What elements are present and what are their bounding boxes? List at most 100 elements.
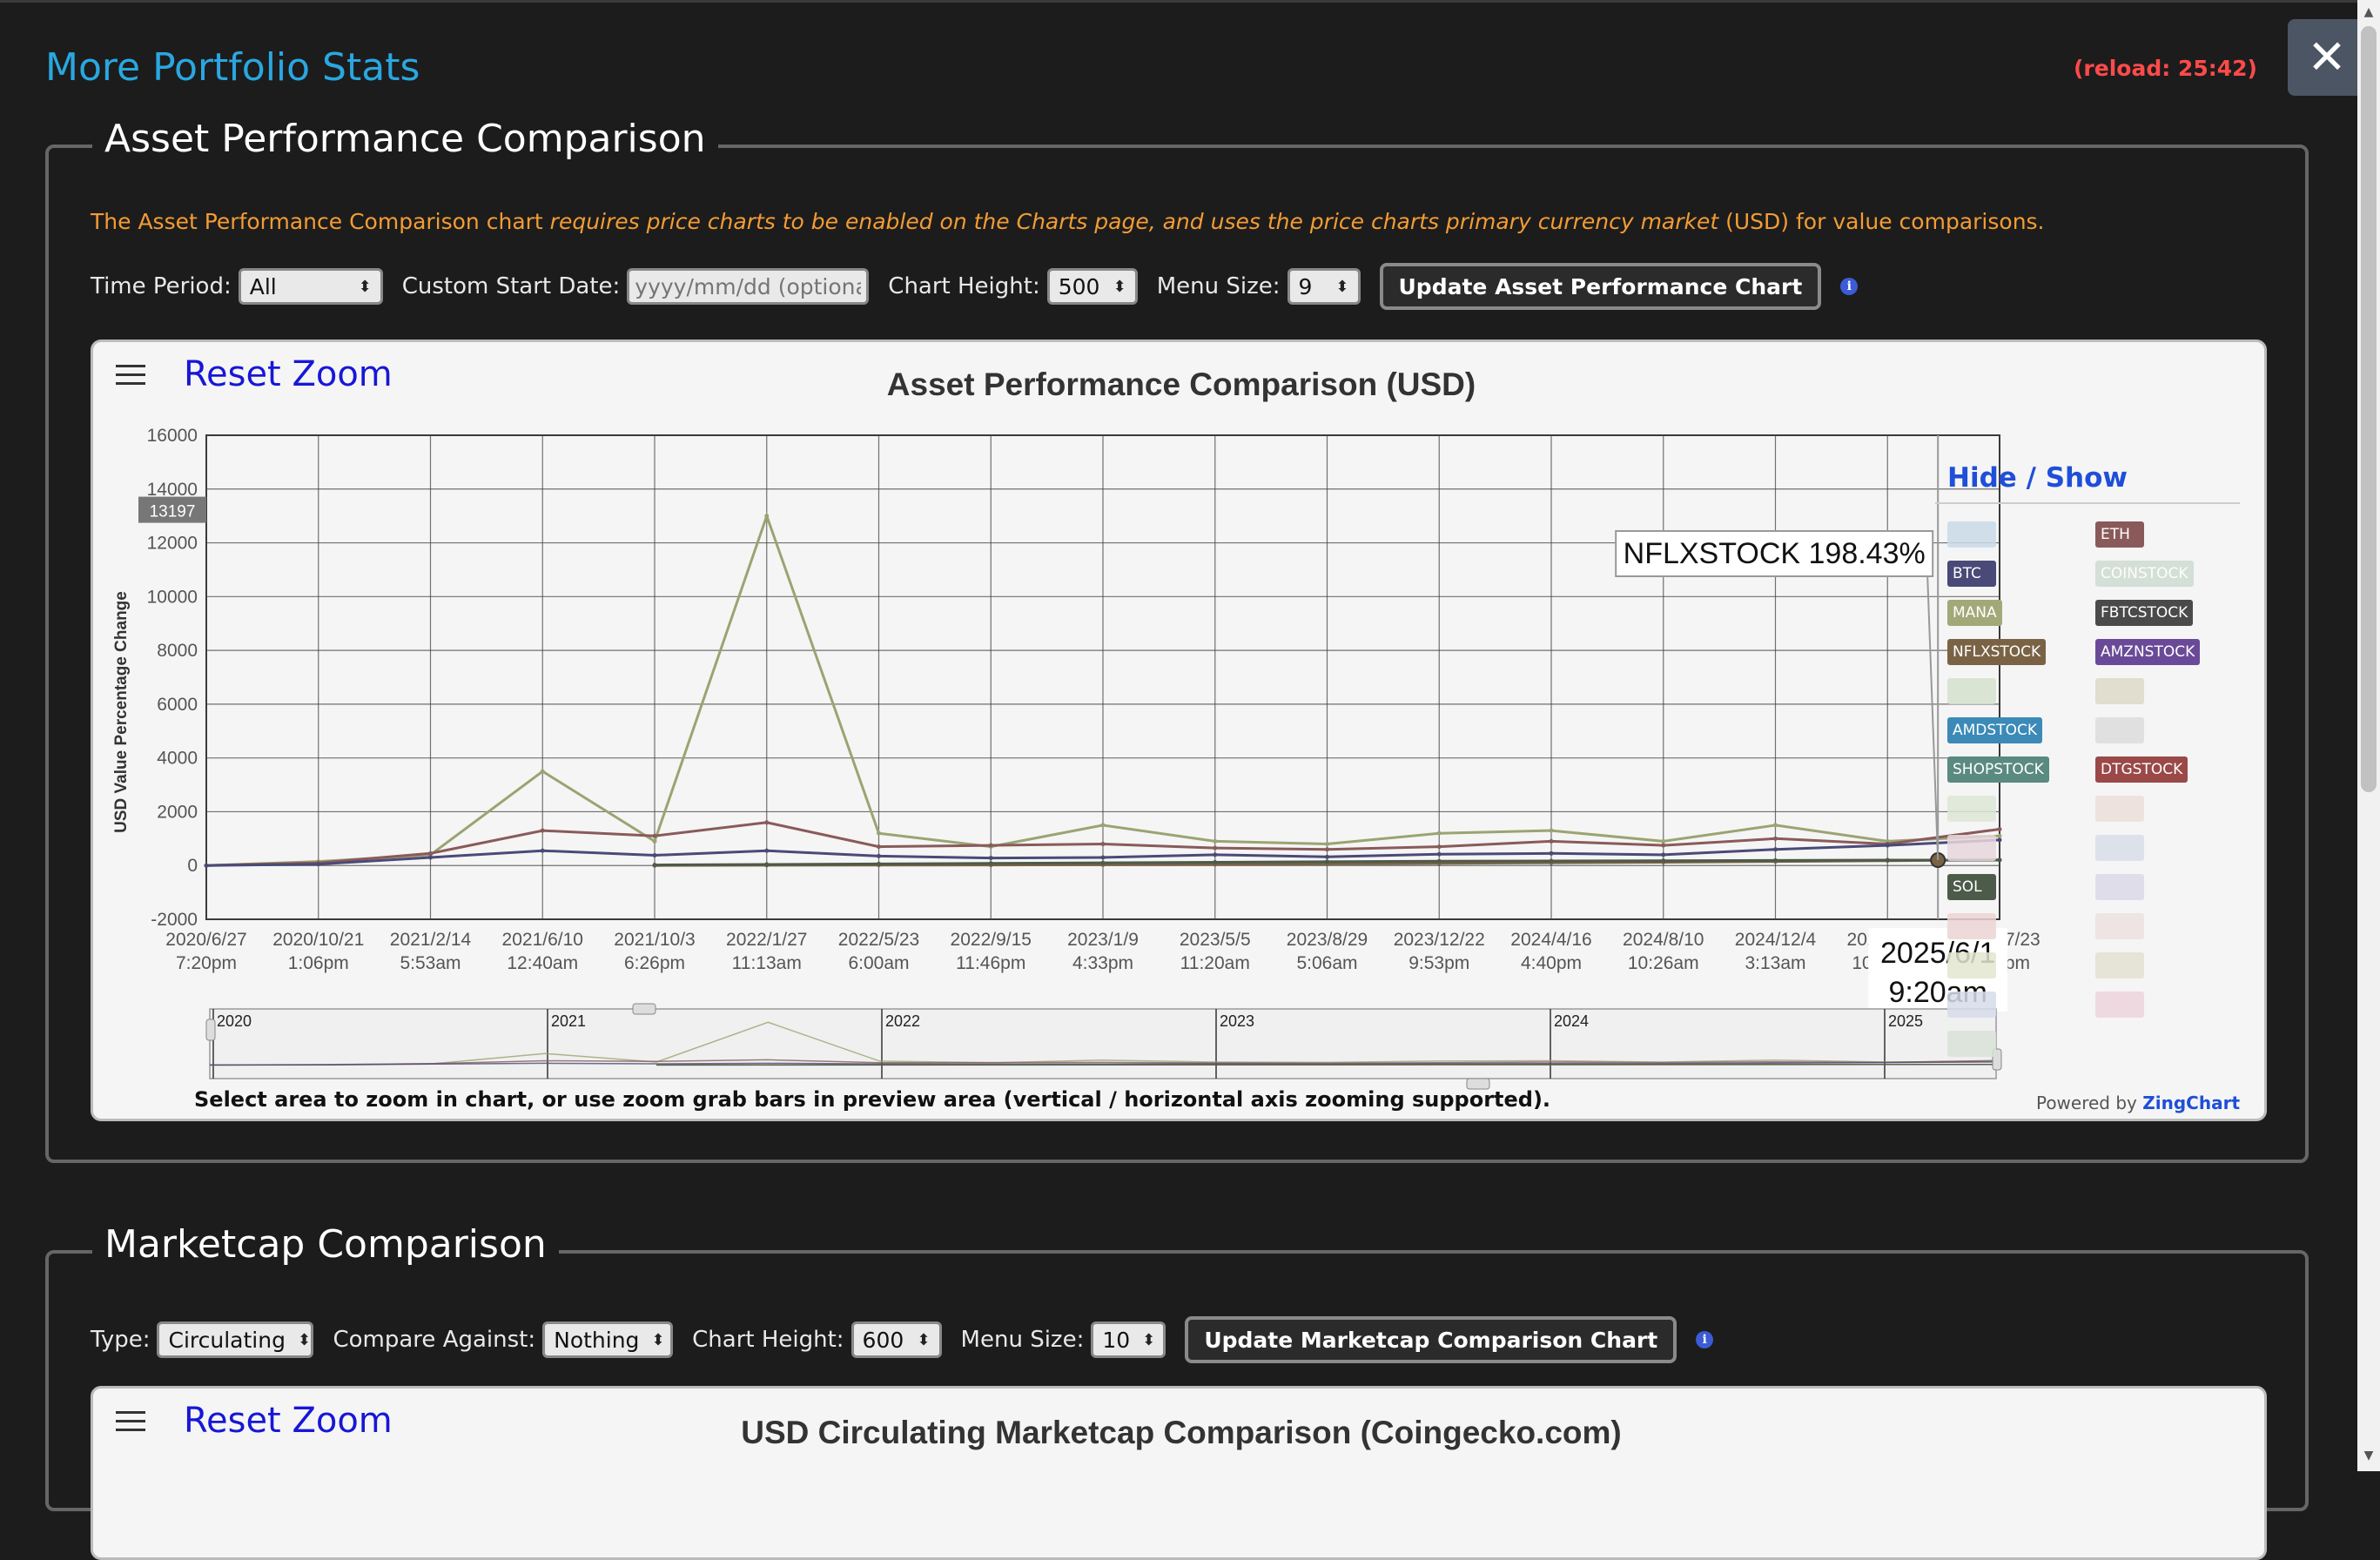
page-scrollbar[interactable]: ▲ ▼ [2357, 0, 2380, 1471]
legend-item[interactable] [2095, 796, 2144, 822]
marketcap-chart: Reset Zoom USD Circulating Marketcap Com… [91, 1386, 2267, 1560]
series-point [1213, 838, 1218, 844]
select-arrows-icon: ⬍ [1113, 277, 1126, 296]
series-point [1549, 851, 1554, 856]
time-period-select[interactable]: All ⬍ [238, 268, 383, 305]
legend-item[interactable] [1947, 678, 1996, 704]
menu-size-select[interactable]: 9 ⬍ [1287, 268, 1361, 305]
chart-menu-icon[interactable] [116, 1411, 145, 1432]
update-asset-performance-button[interactable]: Update Asset Performance Chart [1379, 263, 1822, 310]
series-point [1661, 852, 1666, 857]
asset-performance-section: Asset Performance Comparison The Asset P… [45, 117, 2309, 1163]
legend-item[interactable] [1947, 952, 1996, 978]
chart-height-select[interactable]: 600 ⬍ [850, 1321, 942, 1358]
y-tick-label: 2000 [157, 802, 198, 822]
legend-item[interactable] [2095, 913, 2144, 939]
preview-year-label: 2020 [217, 1012, 252, 1030]
series-point [1436, 858, 1442, 864]
marketcap-section: Marketcap Comparison Type: Circulating ⬍ … [45, 1222, 2309, 1560]
legend-item[interactable] [2095, 874, 2144, 900]
chart-plot-area[interactable]: 16000 14000 12000 10000 8000 6000 4000 2000 0 -20… [93, 342, 2267, 1121]
time-period-value: All [249, 273, 277, 299]
legend-item[interactable]: NFLXSTOCK [1947, 639, 2047, 665]
scroll-up-arrow-icon[interactable]: ▲ [2363, 5, 2374, 19]
legend-item[interactable] [2095, 835, 2144, 861]
series-point [1213, 860, 1218, 865]
crosshair-y-label-bg [138, 496, 206, 523]
custom-start-date-label: Custom Start Date: [401, 273, 621, 299]
chart-height-select[interactable]: 500 ⬍ [1046, 268, 1138, 305]
legend-item[interactable] [1947, 992, 1996, 1018]
menu-size-value: 10 [1102, 1327, 1131, 1353]
chart-menu-icon[interactable] [116, 365, 145, 386]
powered-prefix: Powered by [2035, 1093, 2143, 1113]
series-point [1549, 838, 1554, 844]
x-tick-label: 11:46pm [956, 953, 1025, 973]
y-tick-label: 12000 [147, 534, 198, 554]
hide-show-toggle[interactable]: Hide / Show [1935, 462, 2240, 504]
x-tick-label: 12:40am [507, 953, 578, 973]
legend-item[interactable] [2095, 992, 2144, 1018]
info-icon[interactable]: i [1696, 1331, 1714, 1348]
legend-item[interactable] [1947, 835, 1996, 861]
x-tick-label: 2022/9/15 [951, 930, 1032, 950]
x-tick-label: 4:40pm [1521, 953, 1582, 973]
zingchart-brand[interactable]: ZingChart [2142, 1093, 2240, 1113]
top-border [0, 0, 2380, 3]
legend-item[interactable] [2095, 678, 2144, 704]
series-point [1885, 857, 1890, 863]
legend-panel: Hide / Show ETH BTC COINSTOCK MANA FBTCSTOCK… [1935, 462, 2249, 1057]
legend-item[interactable]: MANA [1947, 600, 2002, 626]
x-tick-label: 2023/1/9 [1067, 930, 1139, 950]
legend-item[interactable]: AMZNSTOCK [2095, 639, 2201, 665]
legend-item[interactable]: ETH [2095, 521, 2144, 548]
legend-item[interactable] [1947, 1031, 1996, 1057]
series-point [1325, 859, 1329, 864]
x-tick-label: 6:26pm [624, 953, 685, 973]
menu-size-select[interactable]: 10 ⬍ [1091, 1321, 1166, 1358]
legend-item[interactable] [1947, 521, 1996, 548]
y-tick-label: -2000 [151, 910, 198, 930]
legend-item[interactable]: AMDSTOCK [1947, 717, 2042, 743]
x-tick-label: 2020/6/27 [165, 930, 246, 950]
select-arrows-icon: ⬍ [651, 1330, 665, 1349]
info-icon[interactable]: i [1840, 278, 1859, 295]
reset-zoom-link[interactable]: Reset Zoom [184, 1401, 393, 1441]
y-axis-label: USD Value Percentage Change [112, 591, 131, 833]
series-point [428, 855, 433, 860]
legend-item[interactable]: SOL [1947, 874, 1996, 900]
custom-start-date-input[interactable] [627, 268, 870, 305]
legend-item[interactable] [1947, 913, 1996, 939]
series-point [1100, 823, 1106, 828]
legend-item[interactable]: SHOPSTOCK [1947, 756, 2049, 783]
series-point [988, 856, 993, 861]
close-button[interactable]: ✕ [2288, 19, 2366, 96]
y-tick-label: 4000 [157, 749, 198, 769]
reset-zoom-link[interactable]: Reset Zoom [184, 354, 393, 394]
legend-item[interactable] [2095, 717, 2144, 743]
legend-item[interactable] [1947, 796, 1996, 822]
x-tick-label: 2021/10/3 [614, 930, 695, 950]
series-point [988, 861, 993, 866]
select-arrows-icon: ⬍ [358, 277, 372, 296]
series-point [1100, 855, 1106, 860]
preview-area [209, 1008, 1997, 1079]
legend-item[interactable] [2095, 952, 2144, 978]
compare-against-select[interactable]: Nothing ⬍ [542, 1321, 674, 1358]
preview-year-label: 2021 [551, 1012, 586, 1030]
legend-item[interactable]: BTC [1947, 561, 1996, 587]
update-marketcap-button[interactable]: Update Marketcap Comparison Chart [1185, 1316, 1677, 1363]
preview-year-label: 2024 [1554, 1012, 1589, 1030]
series-point [1997, 837, 2002, 843]
series-point [764, 820, 770, 825]
legend-item[interactable]: DTGSTOCK [2095, 756, 2188, 783]
y-tick-label: 8000 [157, 641, 198, 661]
select-arrows-icon: ⬍ [1335, 277, 1349, 296]
scroll-down-arrow-icon[interactable]: ▼ [2363, 1449, 2374, 1462]
powered-by[interactable]: Powered by ZingChart [2036, 1093, 2240, 1113]
legend-item[interactable]: COINSTOCK [2095, 561, 2194, 587]
x-tick-label: 11:13am [732, 953, 802, 973]
legend-item[interactable]: FBTCSTOCK [2095, 600, 2194, 626]
scrollbar-thumb[interactable] [2361, 26, 2377, 792]
type-select[interactable]: Circulating ⬍ [157, 1321, 314, 1358]
